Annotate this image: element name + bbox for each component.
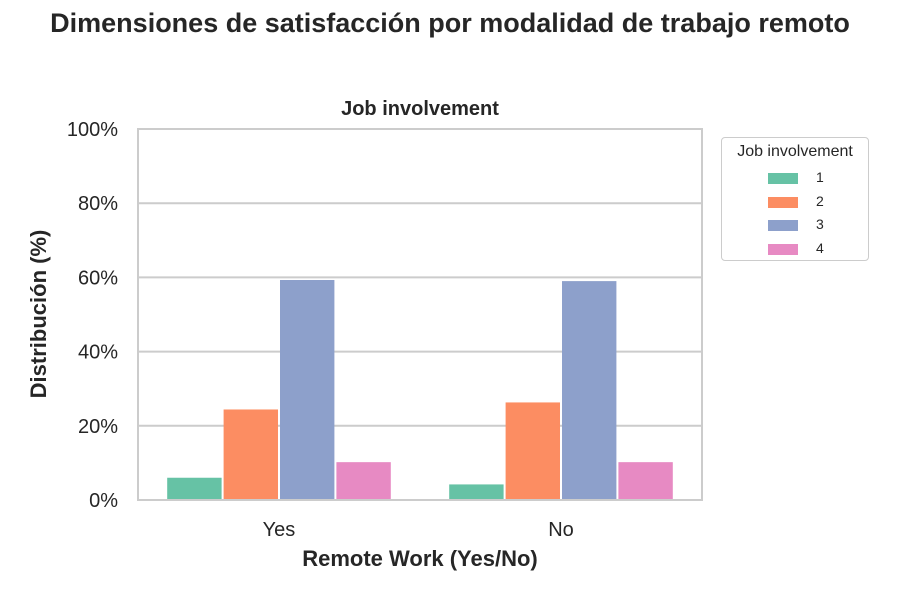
- y-tick-labels: 0% 20% 40% 60% 80% 100%: [67, 119, 118, 512]
- legend-swatch: [768, 173, 798, 184]
- y-axis-label: Distribución (%): [26, 230, 51, 399]
- x-axis-label: Remote Work (Yes/No): [302, 546, 538, 571]
- y-tick-label: 40%: [78, 342, 118, 364]
- x-tick-labels: Yes No: [263, 519, 574, 541]
- legend-swatch: [768, 196, 798, 208]
- legend-label: 3: [816, 216, 824, 232]
- legend-item: 3: [722, 216, 870, 236]
- grid-lines: [138, 202, 702, 427]
- legend-label: 1: [816, 169, 824, 185]
- legend-label: 2: [816, 192, 824, 209]
- legend-swatch: [768, 243, 798, 255]
- plot-title: Job involvement: [341, 98, 499, 120]
- bar-yes-2: [223, 409, 278, 500]
- bar-yes-1: [167, 477, 222, 500]
- x-tick-label: Yes: [263, 519, 296, 541]
- legend-label: 4: [816, 239, 824, 256]
- bar-no-3: [562, 281, 617, 500]
- bar-no-4: [618, 462, 673, 500]
- legend-item: 1: [722, 169, 870, 189]
- bar-yes-3: [280, 279, 335, 500]
- y-tick-label: 100%: [67, 119, 118, 141]
- legend-item: 2: [722, 193, 870, 213]
- bar-no-1: [449, 484, 504, 500]
- legend-swatch: [768, 220, 798, 231]
- x-tick-label: No: [548, 519, 574, 541]
- y-tick-label: 20%: [78, 416, 118, 438]
- bar-no-2: [505, 402, 560, 500]
- bar-yes-4: [336, 462, 391, 500]
- legend-item: 4: [722, 240, 870, 260]
- y-tick-label: 0%: [89, 490, 118, 512]
- figure-suptitle: Dimensiones de satisfacción por modalida…: [50, 8, 850, 38]
- plot-frame: [137, 128, 703, 501]
- legend-title: Job involvement: [737, 143, 853, 160]
- y-tick-label: 80%: [78, 193, 118, 215]
- y-tick-label: 60%: [78, 267, 118, 289]
- legend: Job involvement 1 2 3 4: [721, 137, 869, 261]
- bars: [167, 279, 673, 500]
